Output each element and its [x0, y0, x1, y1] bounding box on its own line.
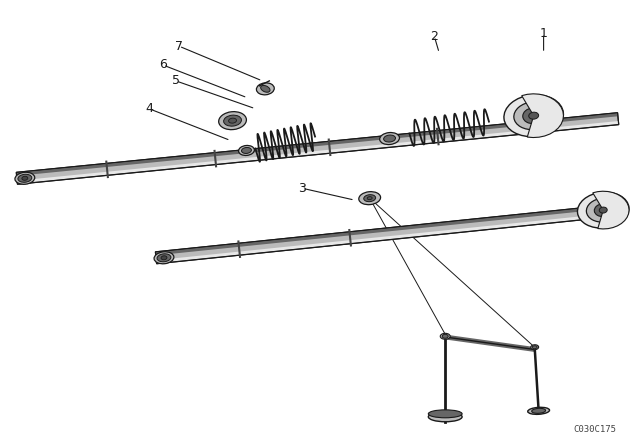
Ellipse shape	[504, 95, 563, 137]
Ellipse shape	[532, 408, 545, 414]
Ellipse shape	[359, 192, 381, 205]
Polygon shape	[16, 113, 619, 184]
Ellipse shape	[260, 86, 270, 92]
Text: 1: 1	[540, 27, 548, 40]
Ellipse shape	[383, 135, 396, 142]
Ellipse shape	[367, 197, 372, 200]
Ellipse shape	[595, 203, 612, 216]
Ellipse shape	[18, 174, 32, 182]
Ellipse shape	[15, 172, 35, 184]
Ellipse shape	[219, 112, 246, 129]
Ellipse shape	[157, 254, 171, 262]
Ellipse shape	[241, 147, 252, 154]
Ellipse shape	[257, 83, 275, 95]
Ellipse shape	[523, 108, 545, 124]
Ellipse shape	[532, 346, 537, 349]
Ellipse shape	[531, 345, 539, 350]
Ellipse shape	[154, 252, 174, 264]
Ellipse shape	[442, 334, 448, 338]
Ellipse shape	[223, 115, 241, 126]
Text: 7: 7	[175, 39, 183, 52]
Ellipse shape	[428, 412, 462, 422]
Text: 5: 5	[172, 74, 180, 87]
Polygon shape	[593, 191, 629, 229]
Polygon shape	[17, 113, 618, 176]
Ellipse shape	[599, 207, 607, 213]
Ellipse shape	[364, 194, 376, 202]
Ellipse shape	[380, 133, 399, 145]
Ellipse shape	[22, 176, 28, 180]
Ellipse shape	[529, 112, 539, 119]
Text: 2: 2	[430, 30, 438, 43]
Ellipse shape	[528, 407, 550, 414]
Text: C030C175: C030C175	[573, 425, 616, 434]
Ellipse shape	[514, 102, 554, 129]
Polygon shape	[17, 121, 619, 184]
Ellipse shape	[586, 198, 620, 222]
Ellipse shape	[239, 146, 254, 155]
Ellipse shape	[577, 192, 629, 228]
Ellipse shape	[428, 410, 462, 418]
Text: 6: 6	[159, 59, 167, 72]
Polygon shape	[156, 204, 619, 264]
Text: 4: 4	[145, 102, 153, 115]
Polygon shape	[522, 94, 563, 138]
Polygon shape	[156, 212, 619, 263]
Ellipse shape	[440, 333, 450, 339]
Polygon shape	[156, 205, 618, 255]
Ellipse shape	[161, 256, 167, 260]
Text: 3: 3	[298, 182, 306, 195]
Ellipse shape	[228, 118, 237, 123]
